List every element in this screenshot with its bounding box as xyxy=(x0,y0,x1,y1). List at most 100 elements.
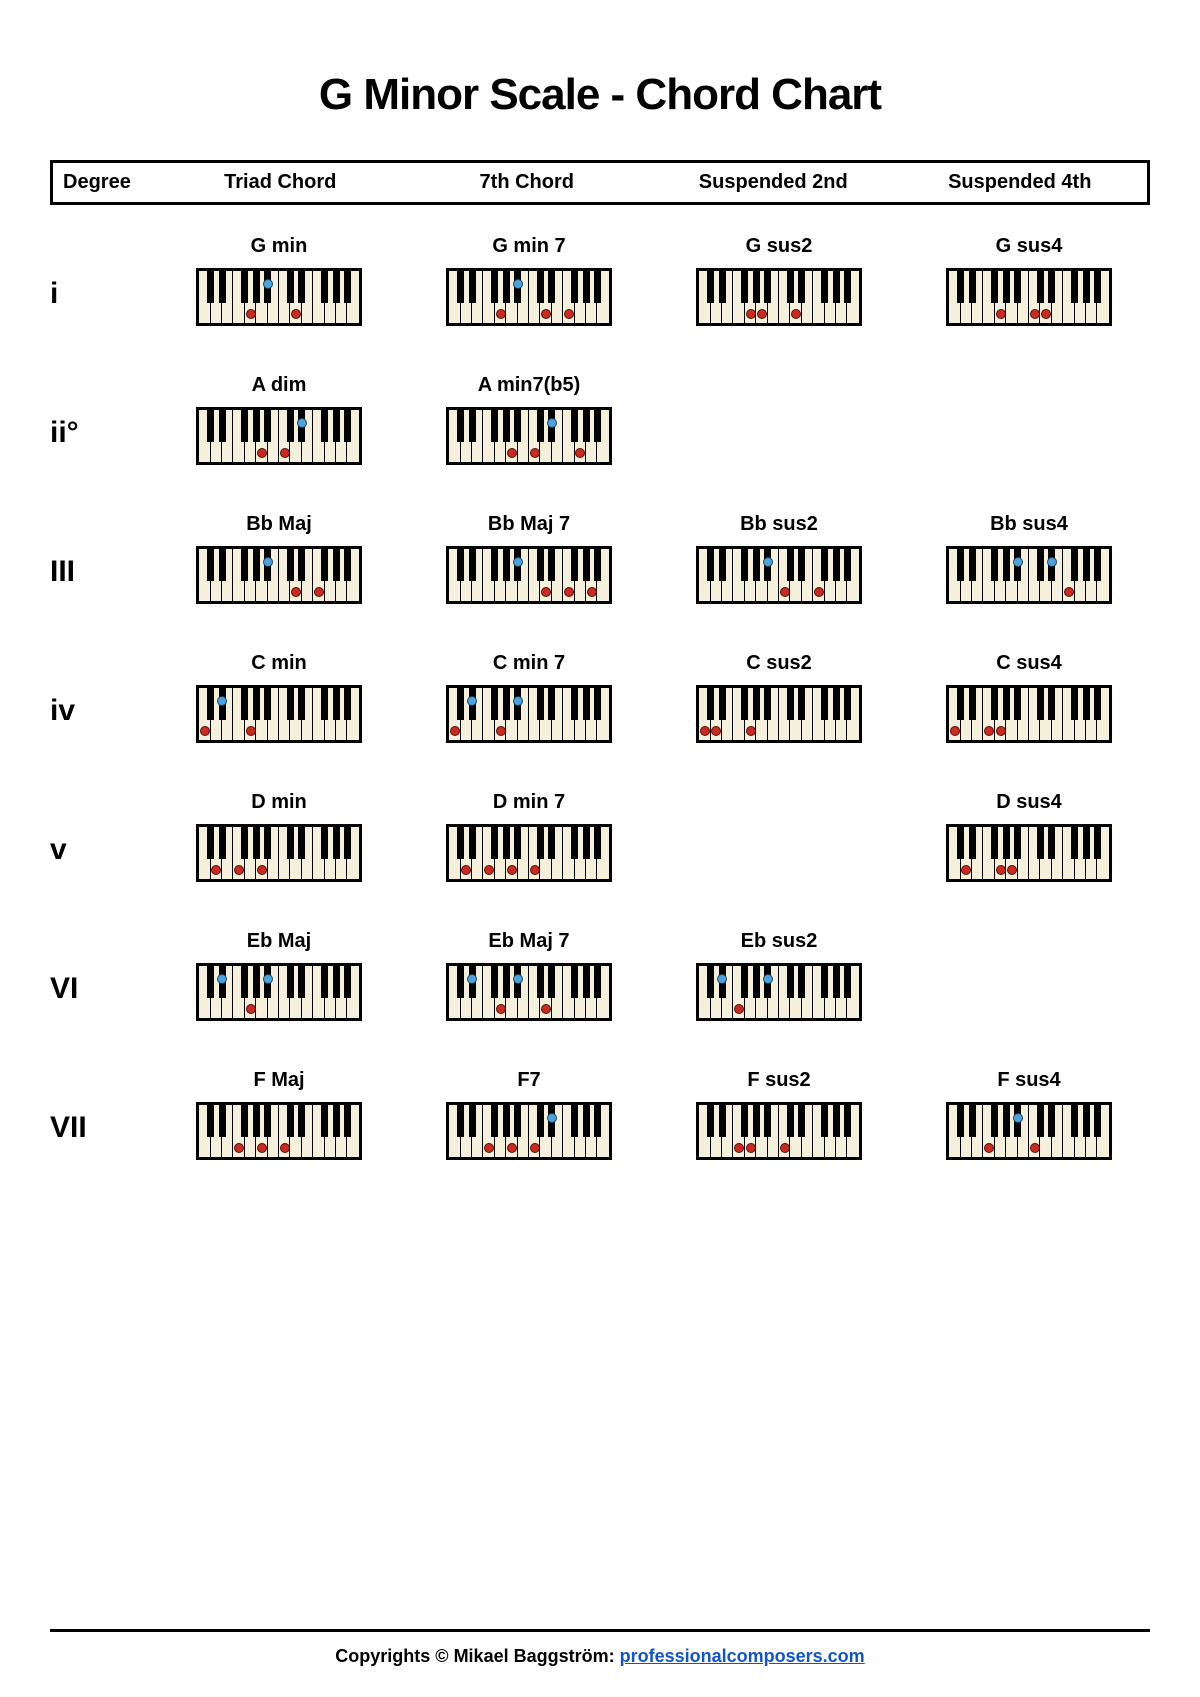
note-dot xyxy=(996,726,1006,736)
chord-label: C min 7 xyxy=(408,652,650,675)
note-dot xyxy=(280,1143,290,1153)
note-dot xyxy=(211,865,221,875)
note-dot xyxy=(513,279,523,289)
chord-label: Bb sus2 xyxy=(658,513,900,536)
note-dot xyxy=(541,1004,551,1014)
keyboard xyxy=(196,1102,361,1160)
chord-row: vD minD min 7D sus4 xyxy=(50,791,1150,884)
chord-label: F Maj xyxy=(158,1069,400,1092)
chord-cell: C min 7 xyxy=(408,652,650,745)
keyboard xyxy=(946,268,1111,326)
note-dot xyxy=(1007,865,1017,875)
note-dot xyxy=(217,696,227,706)
note-dot xyxy=(513,696,523,706)
note-dot xyxy=(280,448,290,458)
keyboard xyxy=(696,963,861,1021)
degree-label: v xyxy=(50,809,150,867)
note-dot xyxy=(263,974,273,984)
footer-link[interactable]: professionalcomposers.com xyxy=(620,1646,865,1666)
note-dot xyxy=(734,1004,744,1014)
note-dot xyxy=(1064,587,1074,597)
note-dot xyxy=(791,309,801,319)
chord-cell: G sus2 xyxy=(658,235,900,328)
chord-row: ivC minC min 7C sus2C sus4 xyxy=(50,652,1150,745)
note-dot xyxy=(763,557,773,567)
chord-cell: G min xyxy=(158,235,400,328)
col-sus4: Suspended 4th xyxy=(897,171,1144,194)
note-dot xyxy=(996,309,1006,319)
col-sus2: Suspended 2nd xyxy=(650,171,897,194)
note-dot xyxy=(711,726,721,736)
chord-label: Eb Maj 7 xyxy=(408,930,650,953)
keyboard xyxy=(196,407,361,465)
chord-row: ii° A dim A min7(b5) xyxy=(50,374,1150,467)
note-dot xyxy=(513,557,523,567)
col-7th: 7th Chord xyxy=(404,171,651,194)
note-dot xyxy=(461,865,471,875)
note-dot xyxy=(291,587,301,597)
note-dot xyxy=(780,587,790,597)
chord-cell: F Maj xyxy=(158,1069,400,1162)
note-dot xyxy=(257,1143,267,1153)
note-dot xyxy=(780,1143,790,1153)
note-dot xyxy=(246,726,256,736)
keyboard xyxy=(446,685,611,743)
note-dot xyxy=(575,448,585,458)
note-dot xyxy=(717,974,727,984)
note-dot xyxy=(200,726,210,736)
note-dot xyxy=(496,726,506,736)
note-dot xyxy=(984,726,994,736)
note-dot xyxy=(263,557,273,567)
note-dot xyxy=(496,309,506,319)
keyboard xyxy=(196,546,361,604)
note-dot xyxy=(1013,1113,1023,1123)
keyboard xyxy=(196,685,361,743)
note-dot xyxy=(246,309,256,319)
chord-cell: G sus4 xyxy=(908,235,1150,328)
keyboard xyxy=(696,546,861,604)
chord-label: D min 7 xyxy=(408,791,650,814)
chord-label: Bb Maj xyxy=(158,513,400,536)
note-dot xyxy=(587,587,597,597)
chord-cell: F sus2 xyxy=(658,1069,900,1162)
note-dot xyxy=(257,448,267,458)
note-dot xyxy=(217,974,227,984)
note-dot xyxy=(763,974,773,984)
note-dot xyxy=(700,726,710,736)
chord-cell: C sus2 xyxy=(658,652,900,745)
note-dot xyxy=(507,865,517,875)
keyboard xyxy=(446,407,611,465)
keyboard xyxy=(196,268,361,326)
note-dot xyxy=(467,696,477,706)
chord-label: F sus4 xyxy=(908,1069,1150,1092)
chord-cell: Bb Maj 7 xyxy=(408,513,650,606)
note-dot xyxy=(314,587,324,597)
note-dot xyxy=(530,865,540,875)
note-dot xyxy=(507,448,517,458)
note-dot xyxy=(746,726,756,736)
note-dot xyxy=(984,1143,994,1153)
degree-label: iv xyxy=(50,670,150,728)
note-dot xyxy=(246,1004,256,1014)
note-dot xyxy=(450,726,460,736)
note-dot xyxy=(734,1143,744,1153)
keyboard xyxy=(196,824,361,882)
chord-label: G sus4 xyxy=(908,235,1150,258)
footer: Copyrights © Mikael Baggström: professio… xyxy=(50,1629,1150,1667)
keyboard xyxy=(696,268,861,326)
chord-label: G min xyxy=(158,235,400,258)
note-dot xyxy=(547,418,557,428)
keyboard xyxy=(446,824,611,882)
note-dot xyxy=(814,587,824,597)
chord-label: A dim xyxy=(158,374,400,397)
chord-cell: F sus4 xyxy=(908,1069,1150,1162)
chord-label: Bb Maj 7 xyxy=(408,513,650,536)
chord-cell: A min7(b5) xyxy=(408,374,650,467)
footer-text: Copyrights © Mikael Baggström: xyxy=(335,1646,619,1666)
degree-label: ii° xyxy=(50,392,150,450)
column-header-row: Degree Triad Chord 7th Chord Suspended 2… xyxy=(50,160,1150,205)
chord-rows: iG minG min 7G sus2G sus4ii°A dimA min7(… xyxy=(50,235,1150,1162)
chord-label: Eb sus2 xyxy=(658,930,900,953)
chord-cell: Bb sus2 xyxy=(658,513,900,606)
note-dot xyxy=(496,1004,506,1014)
